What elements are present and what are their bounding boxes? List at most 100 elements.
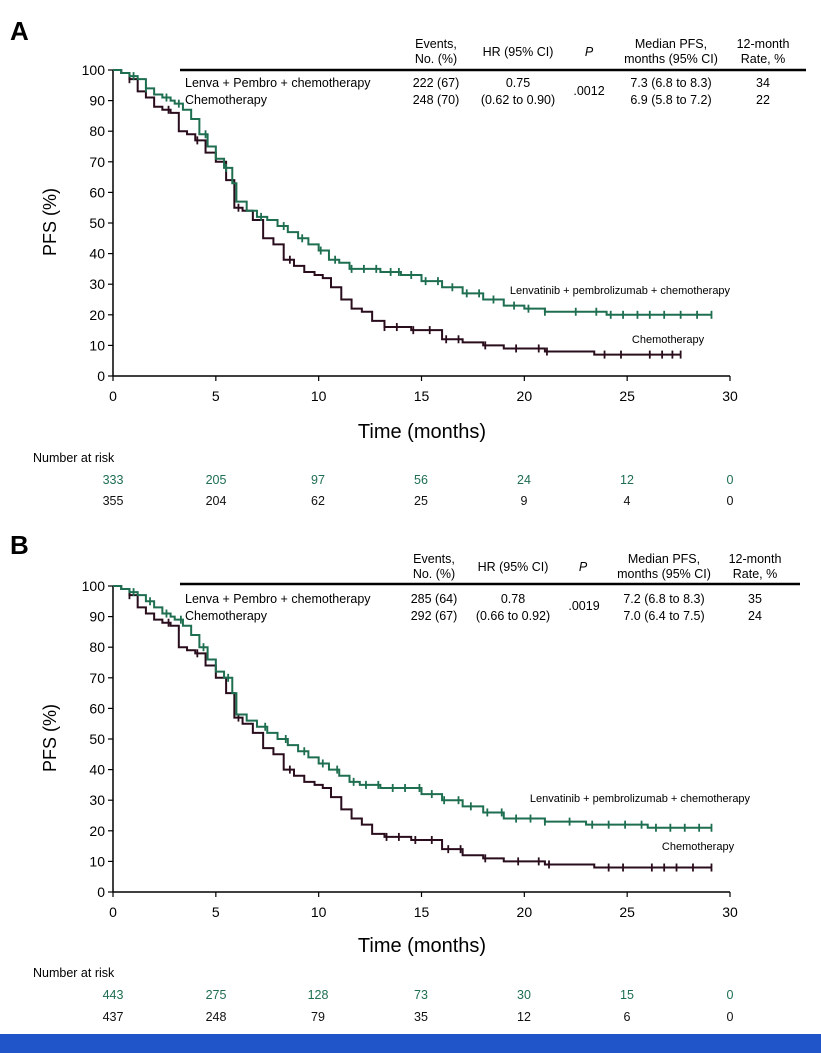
risk-count-lenva: 0 [727,988,734,1002]
x-tick-label: 0 [109,904,117,920]
table-cell-median-lenva: 7.3 (6.8 to 8.3) [630,76,711,90]
risk-count-chemo: 248 [206,1010,227,1024]
risk-count-chemo: 9 [521,494,528,508]
y-tick-label: 10 [89,337,105,353]
y-tick-label: 20 [89,823,105,839]
series-label-lenva: Lenvatinib + pembrolizumab + chemotherap… [510,285,731,297]
table-cell-hr-ci: (0.66 to 0.92) [476,609,550,623]
table-cell-hr-ci: (0.62 to 0.90) [481,93,555,107]
series-label-chemo: Chemotherapy [662,841,735,853]
risk-count-chemo: 35 [414,1010,428,1024]
table-header-events-line2: No. (%) [413,567,455,581]
km-curve-chemo [113,585,712,869]
panel-b: B Events, No. (%) HR (95% CI) P Median P… [10,530,800,1024]
risk-table-b: Number at risk 443 275 128 73 30 15 0 43… [33,966,734,1024]
risk-count-lenva: 0 [727,473,734,487]
risk-count-chemo: 25 [414,494,428,508]
table-header-median-line2: months (95% CI) [617,567,711,581]
y-axis-label: PFS (%) [40,188,60,256]
y-axis-label: PFS (%) [40,704,60,772]
risk-count-lenva: 73 [414,988,428,1002]
km-curve-lenva [113,69,712,316]
table-cell-median-lenva: 7.2 (6.8 to 8.3) [623,592,704,606]
x-tick-label: 10 [311,904,327,920]
table-header-median-line2: months (95% CI) [624,52,718,66]
table-header-median: Median PFS, [628,552,700,566]
y-tick-label: 80 [89,639,105,655]
risk-count-chemo: 204 [206,494,227,508]
y-tick-label: 20 [89,307,105,323]
table-header-rate: 12-month [737,37,790,51]
x-axis-label: Time (months) [358,935,486,957]
panel-a: A Events, No. (%) HR (95% CI) P Median P… [10,16,806,508]
risk-count-lenva: 56 [414,473,428,487]
table-cell-median-chemo: 7.0 (6.4 to 7.5) [623,609,704,623]
risk-table-title: Number at risk [33,966,115,980]
y-tick-label: 100 [82,578,106,594]
table-cell-hr: 0.78 [501,592,525,606]
table-cell-p: .0012 [573,84,604,98]
table-header-hr: HR (95% CI) [478,560,549,574]
panel-label-b: B [10,530,29,560]
x-tick-label: 20 [517,388,533,404]
y-tick-label: 100 [82,62,106,78]
x-tick-label: 25 [619,388,635,404]
table-row-name-chemo: Chemotherapy [185,93,268,107]
risk-count-lenva: 30 [517,988,531,1002]
y-tick-label: 90 [89,93,105,109]
table-cell-events-lenva: 222 (67) [413,76,460,90]
y-tick-label: 50 [89,731,105,747]
table-cell-rate-chemo: 22 [756,93,770,107]
y-tick-label: 30 [89,792,105,808]
y-tick-label: 40 [89,246,105,262]
x-tick-label: 0 [109,388,117,404]
table-header-events-line2: No. (%) [415,52,457,66]
table-header-rate-line2: Rate, % [741,52,785,66]
risk-count-lenva: 333 [103,473,124,487]
y-tick-label: 70 [89,670,105,686]
risk-count-lenva: 443 [103,988,124,1002]
table-header-events: Events, [415,37,457,51]
y-tick-label: 90 [89,609,105,625]
risk-count-chemo: 12 [517,1010,531,1024]
x-tick-label: 25 [619,904,635,920]
table-cell-rate-chemo: 24 [748,609,762,623]
bottom-accent-bar [0,1034,821,1053]
table-cell-rate-lenva: 35 [748,592,762,606]
table-row-name-lenva: Lenva + Pembro + chemotherapy [185,76,371,90]
table-header-median: Median PFS, [635,37,707,51]
y-tick-label: 40 [89,762,105,778]
table-cell-hr: 0.75 [506,76,530,90]
y-tick-label: 0 [97,368,105,384]
table-cell-rate-lenva: 34 [756,76,770,90]
risk-count-lenva: 15 [620,988,634,1002]
table-header-hr: HR (95% CI) [483,45,554,59]
risk-count-lenva: 12 [620,473,634,487]
x-tick-label: 30 [722,904,738,920]
table-header-p: P [579,560,588,574]
risk-count-chemo: 355 [103,494,124,508]
risk-count-lenva: 24 [517,473,531,487]
x-tick-label: 5 [212,904,220,920]
table-header-events: Events, [413,552,455,566]
series-label-lenva: Lenvatinib + pembrolizumab + chemotherap… [530,793,751,805]
summary-table-b: Events, No. (%) HR (95% CI) P Median PFS… [180,552,800,623]
plot-area-a: 0 10 20 30 40 50 60 70 80 90 100 0 5 10 15 20 25 30 [82,62,738,404]
x-axis-label: Time (months) [358,421,486,443]
x-tick-label: 15 [414,388,430,404]
risk-table-a: Number at risk 333 205 97 56 24 12 0 355… [33,451,734,508]
x-tick-label: 20 [517,904,533,920]
risk-table-title: Number at risk [33,451,115,465]
table-header-rate: 12-month [729,552,782,566]
x-tick-label: 30 [722,388,738,404]
risk-count-chemo: 6 [624,1010,631,1024]
table-row-name-lenva: Lenva + Pembro + chemotherapy [185,592,371,606]
y-tick-label: 30 [89,276,105,292]
panel-label-a: A [10,16,29,46]
risk-count-chemo: 79 [311,1010,325,1024]
risk-count-lenva: 97 [311,473,325,487]
risk-count-lenva: 205 [206,473,227,487]
risk-count-chemo: 0 [727,1010,734,1024]
table-cell-events-chemo: 292 (67) [411,609,458,623]
